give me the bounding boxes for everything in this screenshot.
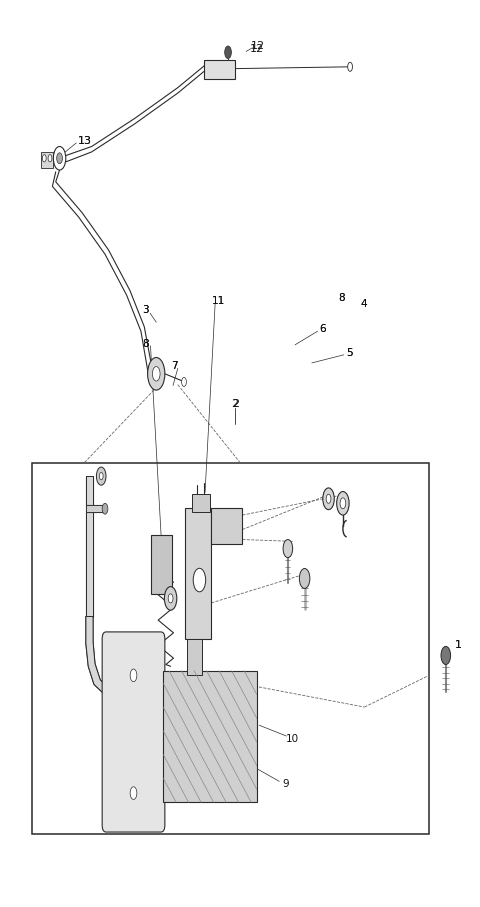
- Text: 7: 7: [170, 361, 177, 371]
- Text: 8: 8: [338, 293, 345, 303]
- Circle shape: [42, 155, 46, 161]
- Text: 3: 3: [142, 306, 148, 316]
- Bar: [163, 671, 257, 802]
- Bar: [152, 535, 171, 594]
- FancyBboxPatch shape: [102, 632, 165, 832]
- Bar: [211, 508, 242, 544]
- Circle shape: [148, 357, 165, 390]
- Text: 11: 11: [212, 297, 225, 307]
- Text: 6: 6: [319, 325, 325, 335]
- Text: 4: 4: [360, 299, 367, 309]
- Circle shape: [225, 46, 231, 59]
- Text: 12: 12: [251, 41, 265, 51]
- Circle shape: [168, 594, 173, 603]
- Circle shape: [336, 492, 349, 515]
- Text: 5: 5: [346, 348, 352, 358]
- Polygon shape: [86, 476, 93, 617]
- Text: 7: 7: [170, 361, 177, 371]
- Circle shape: [193, 569, 205, 592]
- Bar: [187, 639, 202, 676]
- Bar: [32, 463, 429, 834]
- Circle shape: [99, 473, 103, 480]
- Circle shape: [130, 669, 137, 682]
- Circle shape: [441, 647, 451, 665]
- Text: 2: 2: [231, 399, 238, 409]
- Text: 9: 9: [282, 779, 289, 789]
- Bar: [41, 152, 53, 168]
- Bar: [192, 494, 210, 512]
- Text: 8: 8: [142, 339, 148, 349]
- Text: 2: 2: [232, 399, 239, 409]
- Text: 4: 4: [360, 299, 367, 309]
- Circle shape: [53, 147, 66, 170]
- Polygon shape: [86, 505, 104, 512]
- Text: 6: 6: [319, 325, 325, 335]
- Text: 1: 1: [455, 640, 461, 650]
- Circle shape: [300, 569, 310, 589]
- Bar: [204, 60, 235, 80]
- Circle shape: [164, 587, 177, 610]
- Circle shape: [57, 153, 62, 163]
- Text: 8: 8: [338, 293, 345, 303]
- Circle shape: [348, 63, 352, 72]
- Text: 11: 11: [212, 297, 225, 307]
- Polygon shape: [86, 617, 154, 707]
- Text: 10: 10: [286, 734, 299, 744]
- Circle shape: [153, 366, 160, 381]
- Text: 8: 8: [142, 339, 148, 349]
- Circle shape: [48, 155, 52, 161]
- Circle shape: [323, 488, 334, 510]
- Text: 12: 12: [250, 44, 264, 54]
- Text: 13: 13: [77, 136, 92, 146]
- Text: 13: 13: [77, 136, 92, 146]
- Text: 1: 1: [455, 640, 461, 650]
- Circle shape: [326, 494, 331, 503]
- Circle shape: [283, 540, 293, 558]
- Bar: [185, 508, 211, 639]
- Circle shape: [181, 377, 186, 386]
- Text: 3: 3: [142, 306, 148, 316]
- Circle shape: [340, 498, 346, 509]
- Circle shape: [130, 786, 137, 799]
- Circle shape: [102, 503, 108, 514]
- Circle shape: [96, 467, 106, 485]
- Text: 5: 5: [346, 348, 352, 358]
